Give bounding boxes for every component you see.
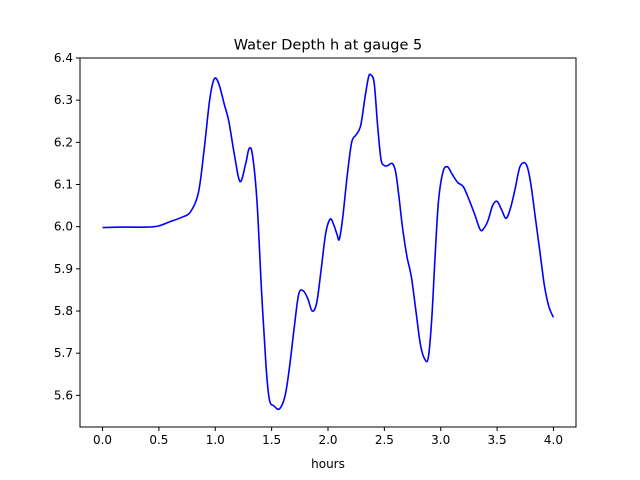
x-tick-label: 4.0 bbox=[544, 433, 563, 447]
x-tick-label: 2.0 bbox=[318, 433, 337, 447]
x-tick-label: 0.5 bbox=[149, 433, 168, 447]
y-tick-label: 5.7 bbox=[54, 346, 73, 360]
y-tick-label: 6.4 bbox=[54, 51, 73, 65]
y-tick-label: 6.2 bbox=[54, 135, 73, 149]
x-tick-label: 3.0 bbox=[431, 433, 450, 447]
chart-title: Water Depth h at gauge 5 bbox=[234, 38, 422, 54]
y-tick-label: 6.1 bbox=[54, 178, 73, 192]
y-tick-label: 5.8 bbox=[54, 304, 73, 318]
plot-area bbox=[102, 73, 555, 411]
x-tick-label: 1.5 bbox=[262, 433, 281, 447]
y-tick-label: 6.3 bbox=[54, 93, 73, 107]
plot-frame bbox=[79, 57, 577, 428]
y-tick-label: 6.0 bbox=[54, 220, 73, 234]
axis-ticks: 0.0 0.5 1.0 1.5 2.0 2.5 3.0 3.5 4.0 5.6 5.7 5.8 5.9 6… bbox=[54, 51, 563, 447]
x-axis-label: hours bbox=[311, 457, 345, 471]
series-line bbox=[102, 73, 555, 411]
x-tick-label: 0.0 bbox=[93, 433, 112, 447]
y-tick-label: 5.6 bbox=[54, 388, 73, 402]
y-tick-label: 5.9 bbox=[54, 262, 73, 276]
x-tick-label: 3.5 bbox=[488, 433, 507, 447]
x-tick-label: 2.5 bbox=[375, 433, 394, 447]
x-tick-label: 1.0 bbox=[206, 433, 225, 447]
